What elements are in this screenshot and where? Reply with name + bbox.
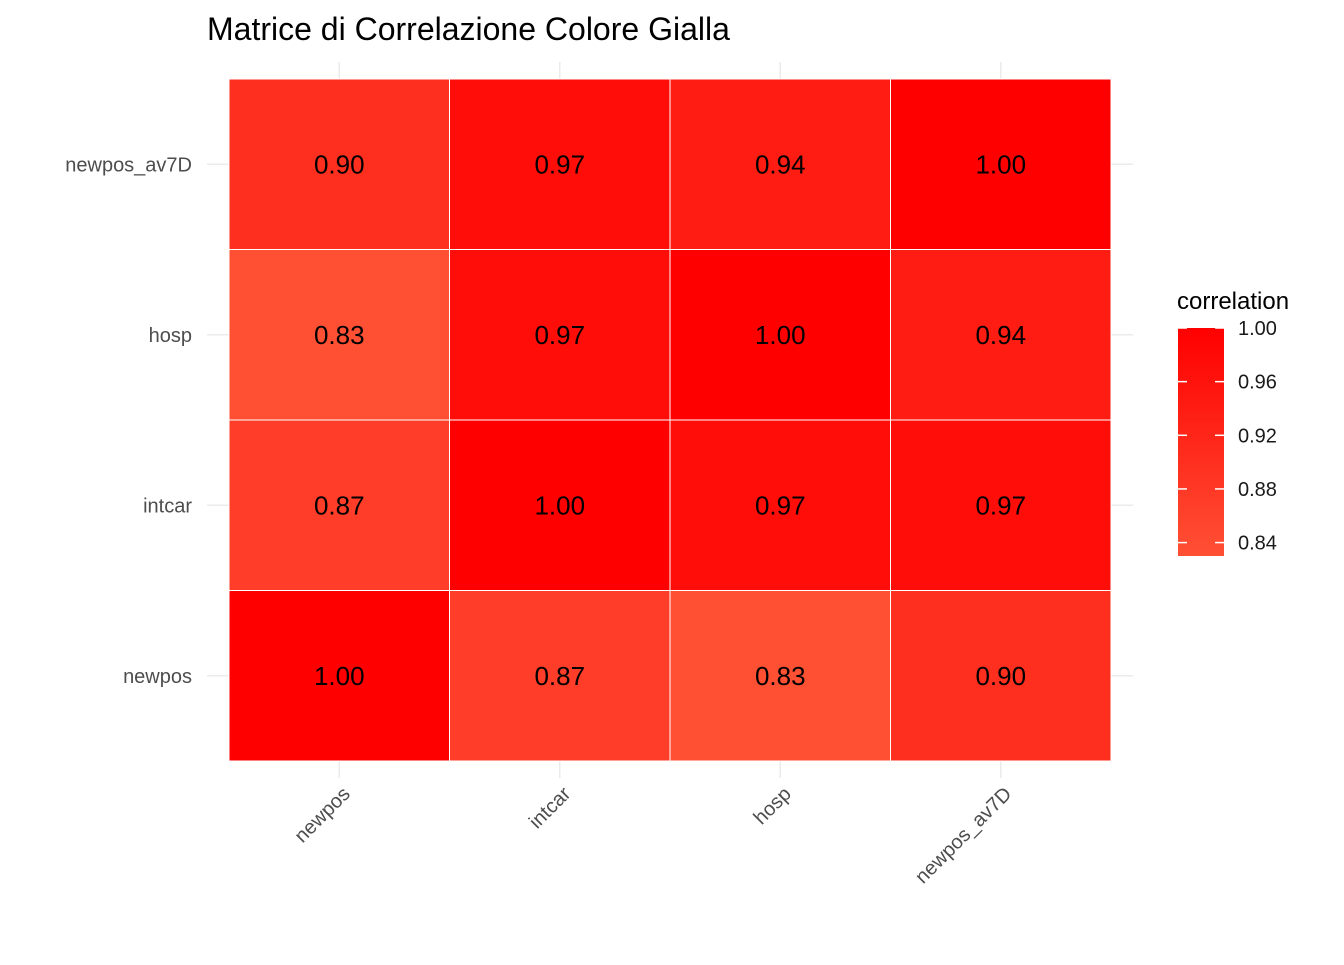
heatmap-cell-newpos_av7D-newpos xyxy=(890,590,1112,762)
chart-title: Matrice di Correlazione Colore Gialla xyxy=(207,11,730,47)
heatmap-cell-intcar-newpos xyxy=(449,590,671,762)
cell-value-label: 0.87 xyxy=(314,490,365,520)
cell-value-label: 0.83 xyxy=(755,661,806,691)
legend-tick-label: 0.88 xyxy=(1238,479,1277,501)
heatmap-cell-newpos_av7D-intcar xyxy=(890,419,1112,591)
y-tick-label: intcar xyxy=(143,495,192,517)
legend-title: correlation xyxy=(1177,288,1289,315)
heatmap-cell-hosp-hosp xyxy=(669,249,891,421)
heatmap-cell-hosp-newpos_av7D xyxy=(669,78,891,250)
color-legend: correlation 1.00 0.96 0.92 0.88 0.84 xyxy=(1177,288,1289,556)
cell-value-label: 1.00 xyxy=(314,661,365,691)
heatmap-cell-intcar-newpos_av7D xyxy=(449,78,671,250)
heatmap-cell-newpos-newpos_av7D xyxy=(228,78,450,250)
legend-ticks: 1.00 0.96 0.92 0.88 0.84 xyxy=(1178,318,1277,555)
cell-value-label: 0.97 xyxy=(534,149,585,179)
heatmap-cell-intcar-intcar xyxy=(449,419,671,591)
cell-value-label: 1.00 xyxy=(755,320,806,350)
x-tick-label: intcar xyxy=(525,783,575,833)
cell-value-label: 1.00 xyxy=(534,490,585,520)
cell-value-label: 0.90 xyxy=(314,149,365,179)
cell-value-label: 0.97 xyxy=(534,320,585,350)
cell-value-labels: 1.00 0.87 0.83 0.90 0.87 1.00 0.97 0.97 0.83 0.97… xyxy=(314,149,1026,691)
x-axis-tick-labels: newpos intcar hosp newpos_av7D xyxy=(290,783,1016,888)
heatmap-cell-newpos-newpos xyxy=(228,590,450,762)
heatmap-cell-newpos_av7D-newpos_av7D xyxy=(890,78,1112,250)
cell-value-label: 0.87 xyxy=(534,661,585,691)
heatmap-cell-newpos_av7D-hosp xyxy=(890,249,1112,421)
x-tick-label: newpos xyxy=(290,783,354,847)
y-axis-tick-labels: newpos intcar hosp newpos_av7D xyxy=(65,154,192,688)
heatmap-cell-hosp-newpos xyxy=(669,590,891,762)
x-tick-label: hosp xyxy=(750,783,796,829)
cell-value-label: 1.00 xyxy=(975,149,1026,179)
legend-tick-label: 0.96 xyxy=(1238,372,1277,394)
y-tick-label: hosp xyxy=(149,325,192,347)
cell-value-label: 0.94 xyxy=(755,149,806,179)
cell-value-label: 0.97 xyxy=(755,490,806,520)
heatmap-cell-newpos-hosp xyxy=(228,249,450,421)
cell-value-label: 0.90 xyxy=(975,661,1026,691)
x-tick-label: newpos_av7D xyxy=(911,783,1016,888)
cell-value-label: 0.94 xyxy=(975,320,1026,350)
legend-tick-label: 0.84 xyxy=(1238,533,1277,555)
heatmap-cells xyxy=(228,78,1112,762)
legend-tick-label: 1.00 xyxy=(1238,318,1277,340)
legend-color-bar xyxy=(1178,328,1224,556)
y-tick-label: newpos_av7D xyxy=(65,154,192,176)
cell-value-label: 0.83 xyxy=(314,320,365,350)
y-tick-label: newpos xyxy=(123,666,192,688)
legend-tick-label: 0.92 xyxy=(1238,425,1277,447)
cell-value-label: 0.97 xyxy=(975,490,1026,520)
